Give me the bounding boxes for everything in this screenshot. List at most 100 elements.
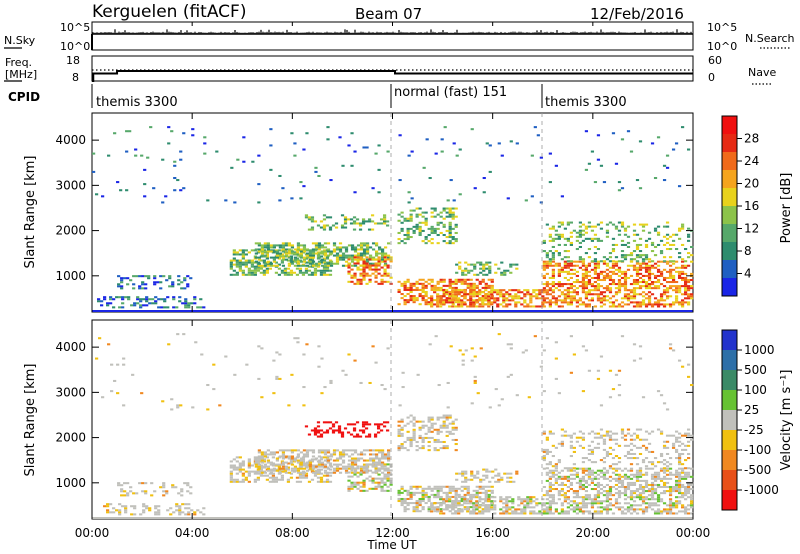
velocity-colorbar-band	[722, 450, 737, 471]
velocity-echo-cell	[494, 474, 498, 477]
power-echo-cell	[539, 201, 543, 204]
velocity-echo-cell	[617, 477, 622, 480]
velocity-echo-cell	[653, 457, 658, 460]
velocity-echo-cell	[301, 460, 306, 463]
velocity-echo-cell	[368, 475, 372, 478]
power-echo-cell	[445, 236, 449, 239]
velocity-echo-cell	[632, 483, 637, 486]
power-echo-cell	[436, 221, 440, 224]
power-echo-cell	[346, 218, 351, 221]
velocity-echo-cell	[532, 510, 536, 513]
velocity-echo-cell	[260, 455, 264, 458]
velocity-echo-cell	[196, 509, 200, 512]
power-echo-cell	[548, 264, 552, 267]
power-echo-cell	[542, 266, 546, 269]
power-echo-cell	[139, 306, 143, 309]
velocity-echo-cell	[671, 473, 676, 476]
velocity-echo-cell	[557, 461, 561, 464]
velocity-echo-cell	[605, 469, 610, 472]
velocity-echo-cell	[175, 503, 179, 506]
velocity-echo-cell	[493, 496, 497, 499]
velocity-echo-cell	[665, 477, 670, 480]
power-echo-cell	[377, 264, 381, 267]
velocity-echo-cell	[361, 429, 366, 432]
power-echo-cell	[617, 268, 622, 271]
velocity-echo-cell	[344, 471, 349, 474]
power-echo-cell	[481, 291, 485, 294]
power-echo-cell	[484, 295, 488, 298]
velocity-echo-cell	[581, 512, 586, 515]
velocity-echo-cell	[593, 502, 598, 505]
cpid-segment-3: themis 3300	[545, 95, 627, 110]
velocity-echo-cell	[599, 459, 604, 462]
velocity-echo-cell	[596, 477, 601, 480]
velocity-echo-cell	[668, 498, 673, 501]
velocity-echo-cell	[593, 510, 598, 513]
power-echo-cell	[686, 264, 691, 267]
power-echo-cell	[535, 305, 539, 308]
velocity-echo-cell	[551, 502, 555, 505]
velocity-echo-cell	[281, 461, 286, 464]
velocity-echo-cell	[278, 353, 282, 356]
power-echo-cell	[343, 216, 348, 219]
frequency-panel: Freq. [MHz] 18 8 60 0 Nave	[4, 54, 776, 85]
power-echo-cell	[289, 257, 294, 260]
power-colorbar-tick: 16	[744, 199, 759, 213]
power-echo-cell	[403, 217, 407, 220]
velocity-echo-cell	[542, 390, 546, 393]
velocity-echo-cell	[341, 455, 346, 458]
power-echo-cell	[557, 237, 561, 240]
velocity-echo-cell	[129, 486, 133, 489]
power-echo-cell	[377, 260, 381, 263]
power-echo-cell	[424, 290, 428, 294]
velocity-echo-cell	[656, 477, 661, 480]
power-echo-cell	[538, 289, 542, 292]
velocity-echo-cell	[478, 491, 482, 494]
power-echo-cell	[430, 303, 434, 306]
velocity-echo-cell	[548, 483, 552, 486]
power-echo-cell	[665, 237, 670, 240]
velocity-echo-cell	[668, 485, 673, 489]
power-echo-cell	[247, 259, 251, 262]
power-echo-cell	[596, 223, 601, 226]
power-echo-cell	[587, 291, 592, 294]
velocity-echo-cell	[380, 463, 384, 466]
velocity-echo-cell	[641, 479, 646, 482]
power-echo-cell	[653, 245, 658, 249]
power-echo-cell	[349, 222, 354, 225]
power-echo-cell	[424, 284, 428, 287]
velocity-echo-cell	[365, 477, 369, 480]
power-echo-cell	[229, 261, 233, 264]
velocity-echo-cell	[674, 502, 679, 505]
velocity-echo-cell	[590, 488, 595, 491]
velocity-echo-cell	[109, 503, 113, 506]
velocity-echo-cell	[161, 400, 165, 403]
velocity-echo-cell	[520, 502, 524, 505]
velocity-echo-cell	[412, 485, 416, 488]
velocity-echo-cell	[290, 469, 295, 472]
velocity-echo-cell	[331, 425, 336, 428]
power-echo-cell	[371, 264, 375, 267]
velocity-echo-cell	[189, 486, 193, 489]
power-echo-cell	[514, 295, 518, 298]
power-echo-cell	[133, 302, 137, 305]
power-echo-cell	[167, 142, 171, 145]
power-echo-cell	[296, 246, 301, 249]
velocity-echo-cell	[460, 489, 464, 492]
power-echo-cell	[617, 221, 622, 224]
velocity-echo-cell	[587, 471, 592, 474]
power-echo-cell	[374, 152, 378, 155]
power-echo-cell	[668, 287, 673, 290]
velocity-echo-cell	[557, 475, 561, 478]
velocity-echo-cell	[677, 455, 682, 458]
power-echo-cell	[407, 201, 411, 204]
velocity-echo-cell	[611, 485, 616, 489]
velocity-echo-cell	[677, 467, 682, 470]
velocity-echo-cell	[347, 455, 352, 458]
velocity-echo-cell	[662, 485, 667, 489]
velocity-echo-cell	[319, 478, 324, 481]
power-echo-cell	[238, 261, 242, 264]
velocity-echo-cell	[350, 483, 354, 486]
power-echo-cell	[299, 254, 304, 257]
velocity-echo-cell	[457, 504, 461, 507]
